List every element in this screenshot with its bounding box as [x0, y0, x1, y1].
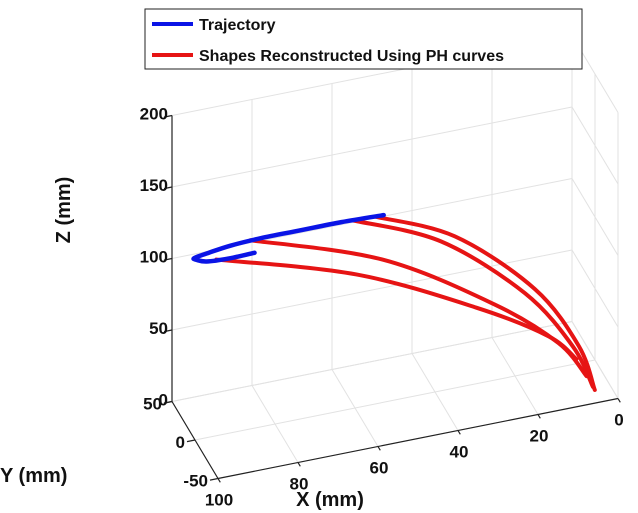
grid-line-side-z: [571, 178, 619, 256]
data-lines: [191, 212, 597, 392]
legend-label-trajectory: Trajectory: [199, 17, 276, 34]
z-tick-mark: [163, 400, 173, 404]
grid-line-back-z: [171, 106, 573, 188]
x-tick-mark: [217, 478, 221, 483]
x-tick-label: 80: [290, 475, 309, 494]
x-tick-label: 20: [530, 427, 549, 446]
legend: Trajectory Shapes Reconstructed Using PH…: [144, 8, 583, 70]
y-tick-label: 0: [176, 433, 185, 452]
x-tick-label: 100: [205, 491, 233, 510]
x-tick-mark: [377, 446, 381, 451]
legend-label-reconstructed: Shapes Reconstructed Using PH curves: [199, 48, 504, 65]
z-tick-label: 200: [140, 105, 168, 124]
grid-line-side-z: [571, 249, 619, 328]
z-tick-label: 50: [149, 319, 168, 338]
trajectory-line: [191, 212, 386, 264]
z-tick-mark: [163, 257, 173, 261]
reconstructed-curve-3: [350, 218, 595, 389]
y-axis-label: Y (mm): [0, 465, 67, 487]
x-tick-mark: [457, 430, 461, 435]
x-tick-mark: [537, 414, 541, 419]
legend-box: [144, 8, 583, 70]
z-tick-mark: [163, 186, 173, 190]
reconstructed-curve-4: [372, 214, 597, 392]
y-tick-mark: [186, 439, 196, 443]
x-tick-label: 60: [370, 459, 389, 478]
x-tick-label: 40: [450, 443, 469, 462]
z-axis-label: Z (mm): [53, 177, 75, 244]
grid-line-floor-y: [194, 359, 596, 441]
x-tick-mark: [617, 398, 621, 403]
z-tick-label: 150: [140, 176, 168, 195]
reconstructed-curve-2: [248, 238, 589, 379]
x-tick-label: 0: [614, 411, 623, 430]
x-axis-line: [217, 397, 619, 480]
y-tick-mark: [209, 477, 219, 481]
z-tick-label: 100: [140, 248, 168, 267]
reconstructed-curve-1: [214, 257, 579, 362]
z-tick-mark: [163, 329, 173, 333]
grid-line-side-z: [571, 106, 619, 185]
y-tick-label: -50: [183, 472, 208, 491]
axes: [163, 114, 621, 483]
z-tick-mark: [163, 114, 173, 118]
x-tick-mark: [297, 462, 301, 467]
grid-line-floor-y: [171, 321, 573, 402]
y-tick-label: 50: [143, 395, 162, 414]
x-axis-label: X (mm): [296, 489, 364, 511]
z-tick-label: 0: [159, 391, 168, 410]
grid-line-back-z: [171, 249, 573, 331]
